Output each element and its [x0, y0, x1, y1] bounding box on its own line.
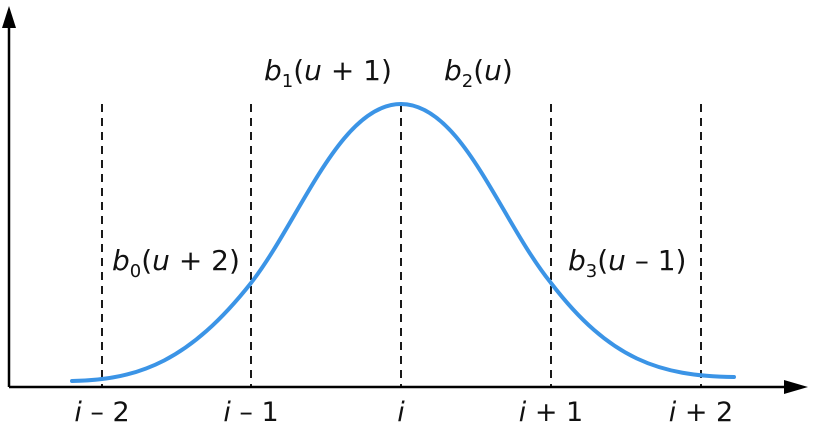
x-axis-arrowhead — [784, 380, 808, 394]
basis-label-b3: b3(u – 1) — [568, 244, 686, 282]
basis-label-b1: b1(u + 1) — [264, 54, 392, 92]
basis-label-b2: b2(u) — [444, 54, 513, 92]
y-axis-arrowhead — [2, 6, 16, 28]
tick-label-i-plus-2: i + 2 — [669, 397, 733, 427]
tick-label-i-minus-2: i – 2 — [74, 397, 129, 427]
basis-label-b0: b0(u + 2) — [112, 244, 240, 282]
tick-label-i-plus-1: i + 1 — [519, 397, 583, 427]
tick-label-i: i — [397, 397, 405, 427]
tick-label-i-minus-1: i – 1 — [223, 397, 278, 427]
basis-curve — [70, 101, 736, 383]
